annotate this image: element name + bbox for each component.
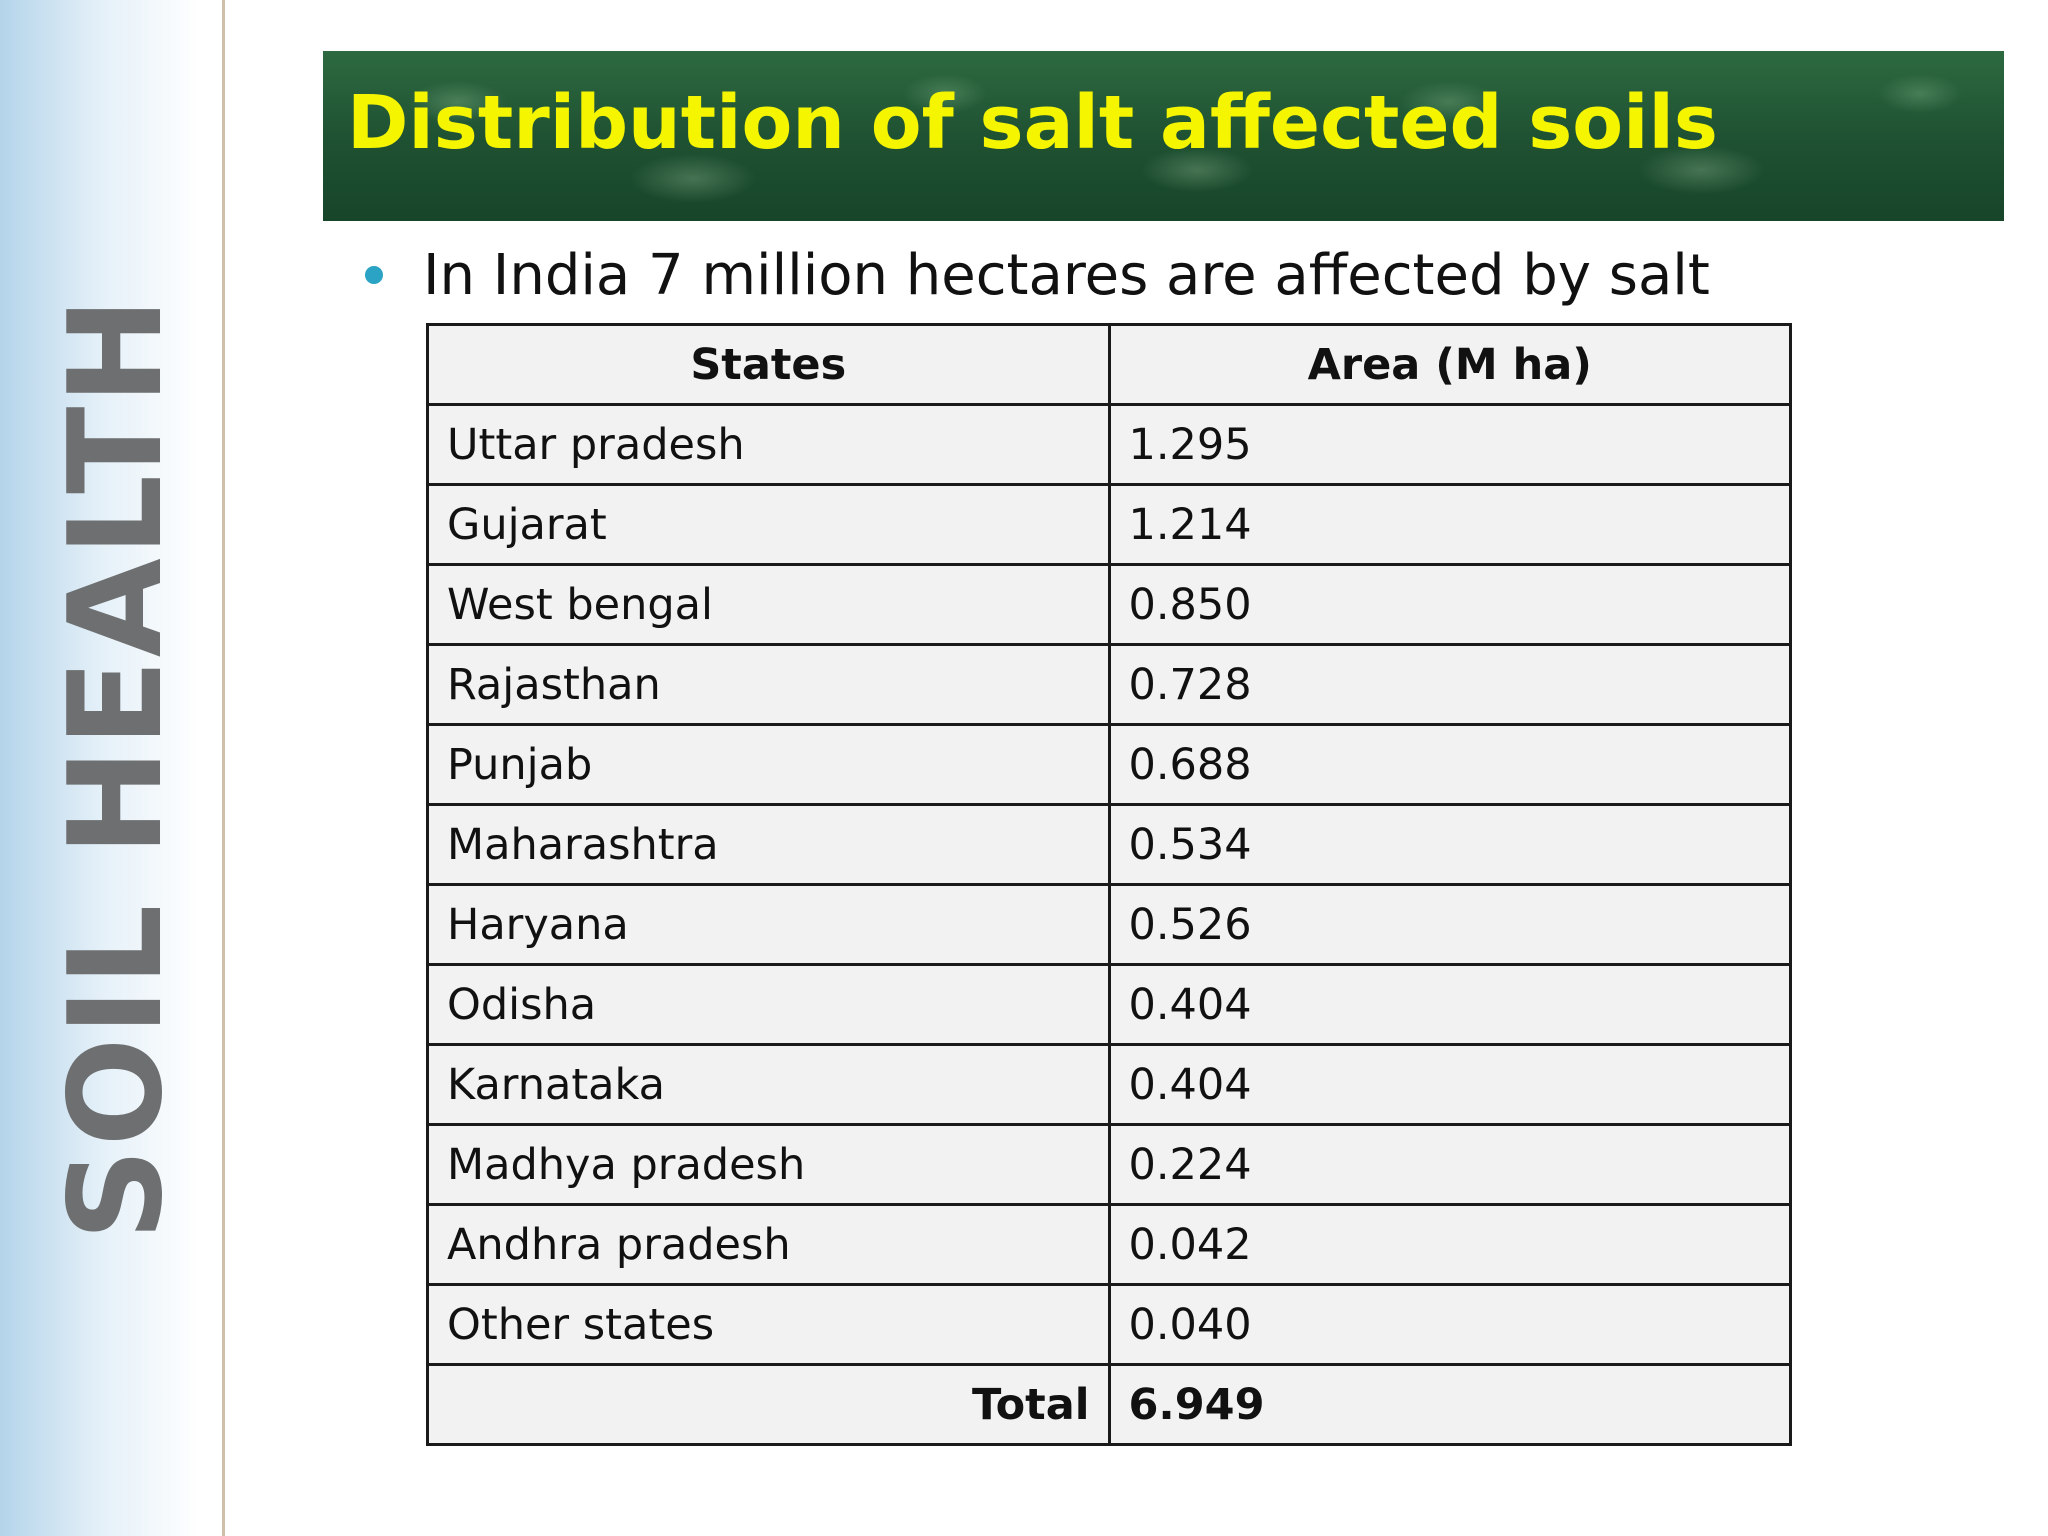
area-cell: 0.688 — [1107, 723, 1792, 806]
table-row: Punjab 0.688 — [426, 723, 1792, 806]
state-cell: Odisha — [426, 963, 1111, 1046]
state-cell: Andhra pradesh — [426, 1203, 1111, 1286]
table-row: Madhya pradesh 0.224 — [426, 1123, 1792, 1206]
state-cell: Karnataka — [426, 1043, 1111, 1126]
table-row: Haryana 0.526 — [426, 883, 1792, 966]
area-cell: 0.728 — [1107, 643, 1792, 726]
area-cell: 0.224 — [1107, 1123, 1792, 1206]
header-states: States — [426, 323, 1111, 406]
state-cell: West bengal — [426, 563, 1111, 646]
state-cell: Uttar pradesh — [426, 403, 1111, 486]
state-cell: Gujarat — [426, 483, 1111, 566]
bullet-item: In India 7 million hectares are affected… — [365, 240, 1710, 310]
sidebar-title: SOIL HEALTH — [42, 295, 191, 1241]
table-row: West bengal 0.850 — [426, 563, 1792, 646]
table-row: Maharashtra 0.534 — [426, 803, 1792, 886]
table-row: Other states 0.040 — [426, 1283, 1792, 1366]
slide-title: Distribution of salt affected soils — [347, 80, 1718, 166]
table-total-row: Total 6.949 — [426, 1363, 1792, 1446]
state-cell: Madhya pradesh — [426, 1123, 1111, 1206]
area-cell: 1.214 — [1107, 483, 1792, 566]
area-cell: 0.404 — [1107, 1043, 1792, 1126]
table-row: Rajasthan 0.728 — [426, 643, 1792, 726]
total-value: 6.949 — [1107, 1363, 1792, 1446]
state-cell: Rajasthan — [426, 643, 1111, 726]
total-label: Total — [426, 1363, 1111, 1446]
table-row: Uttar pradesh 1.295 — [426, 403, 1792, 486]
area-cell: 1.295 — [1107, 403, 1792, 486]
state-cell: Other states — [426, 1283, 1111, 1366]
state-cell: Haryana — [426, 883, 1111, 966]
table-row: Karnataka 0.404 — [426, 1043, 1792, 1126]
area-cell: 0.040 — [1107, 1283, 1792, 1366]
table-row: Odisha 0.404 — [426, 963, 1792, 1046]
title-banner: Distribution of salt affected soils — [323, 51, 2004, 221]
sidebar-background — [0, 0, 222, 1536]
sidebar-divider — [222, 0, 225, 1536]
bullet-dot-icon — [365, 266, 383, 284]
state-cell: Maharashtra — [426, 803, 1111, 886]
header-area: Area (M ha) — [1107, 323, 1792, 406]
salt-affected-soils-table: States Area (M ha) Uttar pradesh 1.295 G… — [426, 323, 1792, 1446]
area-cell: 0.404 — [1107, 963, 1792, 1046]
table-row: Andhra pradesh 0.042 — [426, 1203, 1792, 1286]
area-cell: 0.850 — [1107, 563, 1792, 646]
bullet-text: In India 7 million hectares are affected… — [423, 242, 1710, 308]
area-cell: 0.042 — [1107, 1203, 1792, 1286]
table-header-row: States Area (M ha) — [426, 323, 1792, 406]
state-cell: Punjab — [426, 723, 1111, 806]
area-cell: 0.534 — [1107, 803, 1792, 886]
table-row: Gujarat 1.214 — [426, 483, 1792, 566]
area-cell: 0.526 — [1107, 883, 1792, 966]
